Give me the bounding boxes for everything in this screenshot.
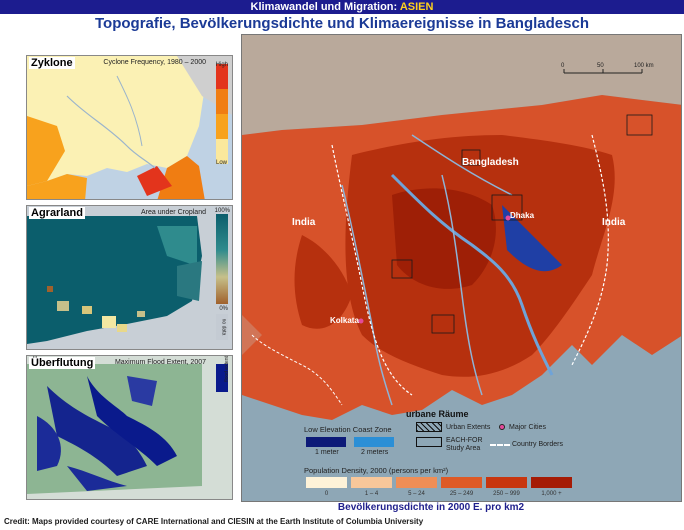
each-for-label: EACH-FOR	[446, 437, 483, 444]
inset-flood-title: Überflutung	[29, 357, 96, 369]
label-india-west: India	[292, 217, 316, 228]
label-india-east: India	[602, 217, 626, 228]
cropland-legend-bar	[216, 214, 228, 304]
inset-flood-description: Maximum Flood Extent, 2007	[114, 359, 206, 366]
main-map: 0 50 100 km Bangladesh India India Dhaka…	[241, 34, 682, 502]
cyclone-legend-swatch-4	[216, 139, 228, 164]
flood-legend-label: flood extent	[224, 356, 231, 382]
country-border-icon	[490, 444, 510, 446]
inset-cyclone-description: Cyclone Frequency, 1980 – 2000	[103, 59, 206, 66]
cyclone-legend-high: High	[215, 62, 228, 68]
lecz-1m-swatch	[306, 437, 346, 447]
inset-cyclone-title: Zyklone	[29, 57, 75, 69]
flood-legend-bar	[216, 364, 228, 392]
credit-line: Credit: Maps provided courtesy of CARE I…	[4, 517, 424, 526]
lecz-1m-label: 1 meter	[315, 449, 339, 456]
pop-label-1: 1 – 4	[364, 491, 379, 497]
pop-swatch-1	[351, 477, 392, 488]
population-caption: Bevölkerungsdichte in 2000 E. pro km2	[337, 502, 525, 513]
scale-100: 100 km	[634, 63, 654, 69]
urban-extents-swatch	[416, 422, 442, 432]
each-for-swatch	[416, 437, 442, 447]
lecz-2m-label: 2 meters	[361, 449, 389, 456]
inset-cropland-title: Agrarland	[29, 207, 85, 219]
cyclone-legend-swatch-1	[216, 64, 228, 89]
cyclone-legend-low: Low	[215, 160, 227, 166]
page-subtitle: Topografie, Bevölkerungsdichte und Klima…	[0, 14, 684, 34]
pop-label-4: 250 – 999	[493, 491, 520, 497]
urban-heading: urbane Räume	[406, 409, 469, 419]
cyclone-legend-swatch-2	[216, 89, 228, 114]
cyclone-map	[27, 56, 232, 199]
major-cities-icon	[499, 424, 505, 430]
country-borders-label: Country Borders	[512, 441, 563, 448]
scale-bar	[563, 69, 643, 74]
header-region: ASIEN	[399, 1, 434, 13]
inset-cropland: Agrarland Area under Cropland 100% 0% no…	[26, 205, 233, 350]
cyclone-legend-swatch-3	[216, 114, 228, 139]
cropland-map	[27, 206, 232, 349]
bangladesh-map	[242, 35, 681, 501]
pop-label-0: 0	[324, 491, 329, 497]
pop-heading: Population Density, 2000 (persons per km…	[304, 466, 449, 475]
lecz-heading: Low Elevation Coast Zone	[304, 425, 392, 434]
label-bangladesh: Bangladesh	[462, 157, 519, 168]
pop-label-2: 5 – 24	[408, 491, 425, 497]
inset-flood: Überflutung Maximum Flood Extent, 2007 f…	[26, 355, 233, 500]
cropland-legend-low: 0%	[219, 306, 228, 312]
pop-label-3: 25 – 249	[449, 491, 474, 497]
map-legend: urbane Räume Urban Extents EACH-FOR Stud…	[302, 409, 582, 501]
inset-cropland-description: Area under Cropland	[141, 209, 206, 216]
cropland-legend-high: 100%	[214, 208, 230, 214]
scale-50: 50	[597, 63, 604, 69]
pop-swatch-3	[441, 477, 482, 488]
header-title: Klimawandel und Migration:	[250, 1, 400, 13]
cropland-nodata-swatch	[216, 314, 228, 340]
pop-swatch-2	[396, 477, 437, 488]
label-kolkata: Kolkata	[330, 316, 359, 325]
each-for-sublabel: Study Area	[446, 445, 481, 452]
cyclone-legend-bar	[216, 64, 228, 164]
pop-swatch-0	[306, 477, 347, 488]
scale-0: 0	[561, 63, 565, 69]
label-dhaka: Dhaka	[510, 211, 535, 220]
flood-map	[27, 356, 232, 499]
pop-swatch-5	[531, 477, 572, 488]
cropland-legend-nodata: no data	[220, 318, 227, 336]
major-cities-label: Major Cities	[509, 424, 546, 431]
lecz-2m-swatch	[354, 437, 394, 447]
pop-swatch-4	[486, 477, 527, 488]
header-bar: Klimawandel und Migration: ASIEN	[0, 0, 684, 14]
inset-cyclone: Zyklone Cyclone Frequency, 1980 – 2000 H…	[26, 55, 233, 200]
pop-label-5: 1,000 +	[541, 491, 562, 497]
urban-extents-label: Urban Extents	[446, 424, 491, 431]
